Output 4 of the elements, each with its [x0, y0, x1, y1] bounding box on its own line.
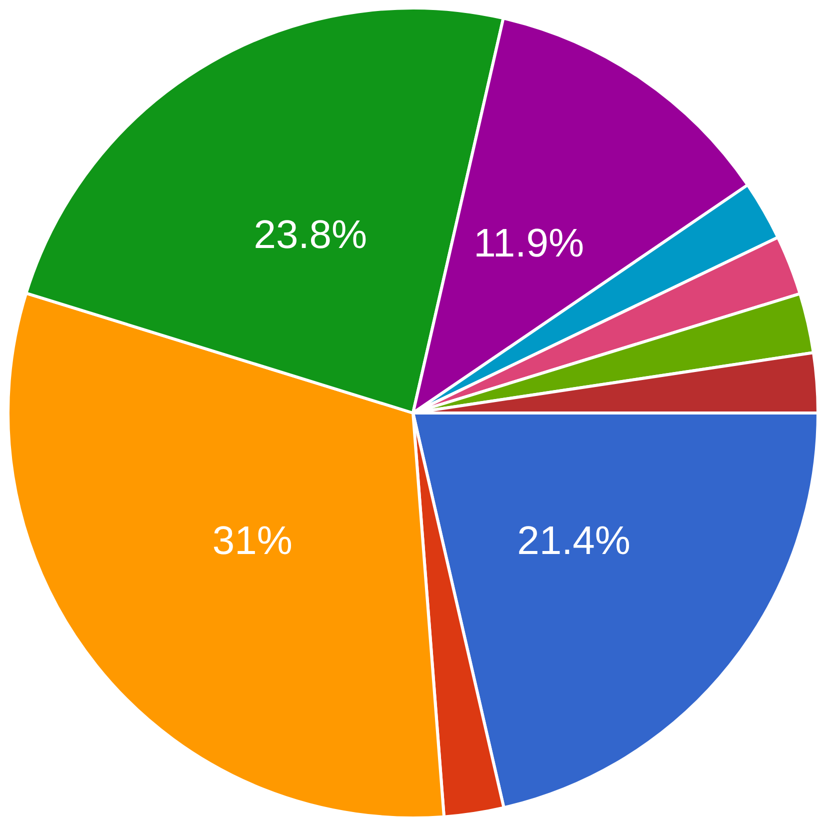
data-label: 23.8%: [254, 212, 368, 257]
data-label: 11.9%: [474, 221, 584, 266]
data-label: 31%: [212, 519, 292, 564]
data-label: 21.4%: [517, 518, 630, 563]
